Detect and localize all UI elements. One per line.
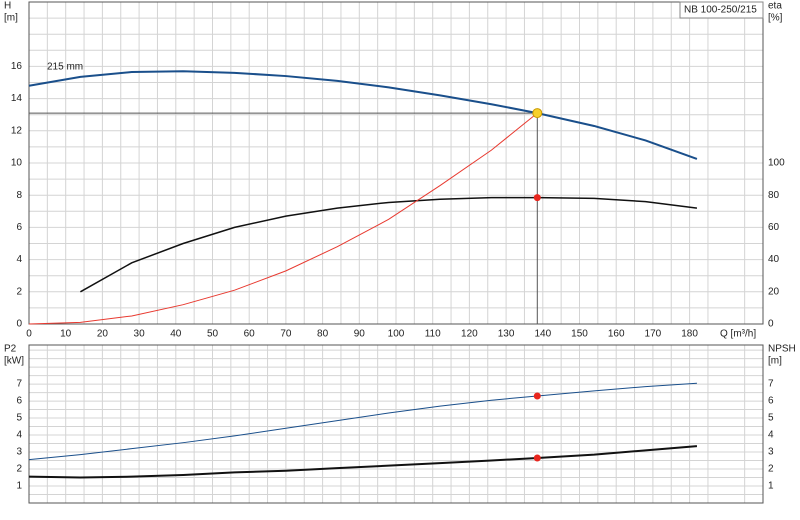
x-tick-label: 30 xyxy=(134,329,146,340)
y2-tick-label: 80 xyxy=(768,190,780,201)
x-tick-label: 110 xyxy=(425,329,441,340)
y-axis-unit: [m] xyxy=(4,13,18,24)
y2-tick-label: 3 xyxy=(768,447,774,458)
y-tick-label: 8 xyxy=(16,190,22,201)
model-label: NB 100-250/215 xyxy=(684,5,757,16)
x-tick-label: 40 xyxy=(170,329,182,340)
y-tick-label: 2 xyxy=(16,286,22,297)
curve xyxy=(28,382,697,461)
x-tick-label: 150 xyxy=(571,329,588,340)
x-tick-label: 180 xyxy=(681,329,698,340)
y-tick-label: 10 xyxy=(11,158,23,169)
x-tick-label: 60 xyxy=(244,329,256,340)
y-axis-unit: [kW] xyxy=(4,356,24,367)
model-box xyxy=(679,1,764,19)
y2-tick-label: 40 xyxy=(768,254,780,265)
x-tick-label: 70 xyxy=(280,329,292,340)
y2-tick-label: 5 xyxy=(768,413,774,424)
x-tick-label: 170 xyxy=(645,329,662,340)
y-tick-label: 2 xyxy=(16,464,22,475)
x-tick-label: 50 xyxy=(207,329,219,340)
curve xyxy=(28,112,538,325)
plot-frame xyxy=(28,344,764,504)
x-tick-label: 80 xyxy=(317,329,329,340)
y2-tick-label: 6 xyxy=(768,396,774,407)
y2-tick-label: 1 xyxy=(768,481,774,492)
y-tick-label: 16 xyxy=(11,61,23,72)
y-tick-label: 4 xyxy=(16,254,22,265)
duty-point xyxy=(533,392,541,400)
duty-point xyxy=(533,454,541,462)
y2-axis-unit: [%] xyxy=(768,13,783,24)
curve-label: 215 mm xyxy=(47,62,83,73)
x-tick-label: 90 xyxy=(354,329,366,340)
eta-duty-point xyxy=(533,194,541,202)
curve xyxy=(80,196,698,293)
y2-tick-label: 0 xyxy=(768,319,774,330)
x-tick-label: 10 xyxy=(60,329,72,340)
y2-axis-label: eta xyxy=(768,1,782,12)
y-tick-label: 12 xyxy=(11,125,23,136)
y2-tick-label: 4 xyxy=(768,430,774,441)
y-axis-label: H xyxy=(4,1,11,12)
y-tick-label: 0 xyxy=(16,319,22,330)
x-tick-label: 0 xyxy=(26,329,32,340)
y2-axis-unit: [m] xyxy=(768,356,782,367)
y2-tick-label: 2 xyxy=(768,464,774,475)
y-tick-label: 7 xyxy=(16,379,22,390)
curve xyxy=(28,445,698,479)
curve xyxy=(28,70,698,160)
plot-frame xyxy=(28,1,764,325)
y2-tick-label: 20 xyxy=(768,286,780,297)
x-axis-label: Q [m³/h] xyxy=(720,329,756,340)
y2-tick-label: 100 xyxy=(768,158,785,169)
y-tick-label: 5 xyxy=(16,413,22,424)
y-tick-label: 3 xyxy=(16,447,22,458)
x-tick-label: 100 xyxy=(388,329,405,340)
y-axis-label: P2 xyxy=(4,344,17,355)
duty-point xyxy=(532,108,543,119)
x-tick-label: 20 xyxy=(97,329,109,340)
y2-tick-label: 60 xyxy=(768,222,780,233)
y-tick-label: 6 xyxy=(16,396,22,407)
y-tick-label: 4 xyxy=(16,430,22,441)
y-tick-label: 1 xyxy=(16,481,22,492)
y-tick-label: 6 xyxy=(16,222,22,233)
x-tick-label: 120 xyxy=(461,329,478,340)
x-tick-label: 160 xyxy=(608,329,625,340)
y2-tick-label: 7 xyxy=(768,379,774,390)
y2-axis-label: NPSH xyxy=(768,344,796,355)
x-tick-label: 130 xyxy=(498,329,515,340)
y-tick-label: 14 xyxy=(11,93,23,104)
x-tick-label: 140 xyxy=(534,329,551,340)
